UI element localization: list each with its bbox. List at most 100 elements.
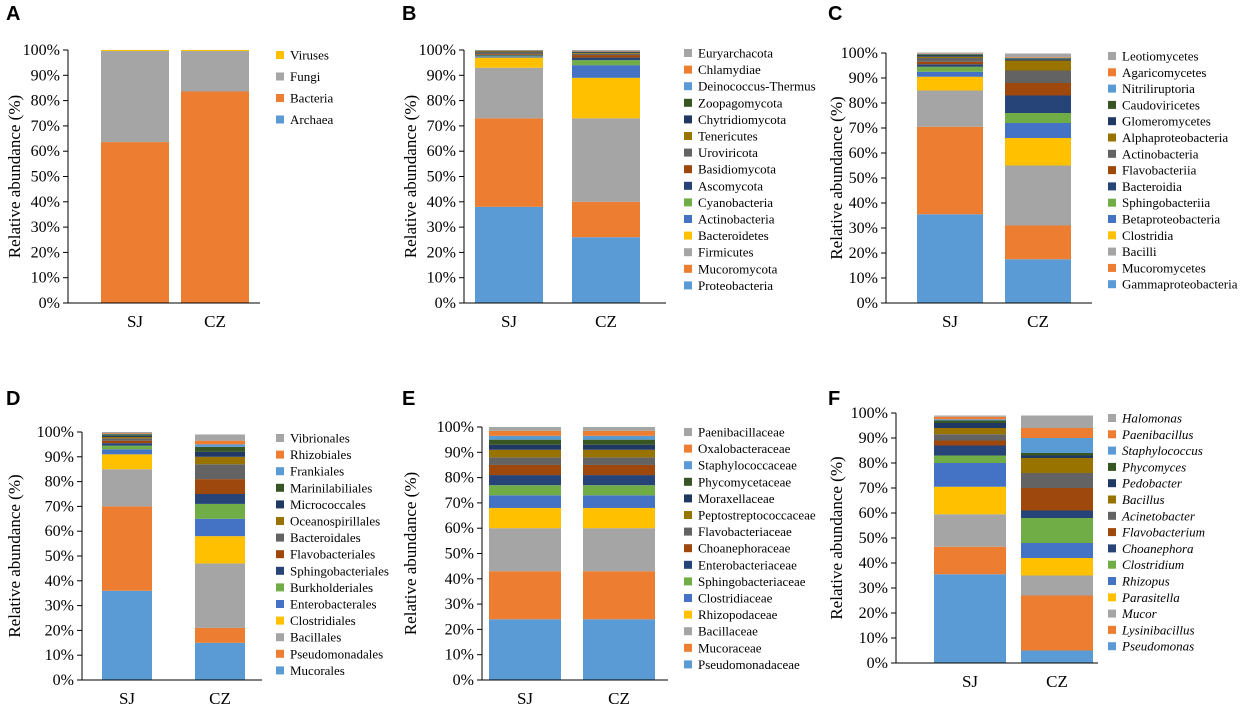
- bar-segment: [934, 486, 1006, 515]
- legend-swatch: [1108, 560, 1116, 569]
- bar-segment: [583, 427, 655, 431]
- bar-segment: [489, 439, 561, 445]
- bar-segment: [1021, 575, 1093, 596]
- panel-letter: A: [6, 3, 20, 25]
- legend-label: Firmicutes: [698, 245, 754, 260]
- legend-swatch: [276, 517, 284, 525]
- bar-segment: [583, 439, 655, 445]
- y-tick-label: 20%: [45, 622, 74, 639]
- panel-letter: B: [402, 3, 416, 25]
- x-tick-label: CZ: [1027, 312, 1049, 331]
- legend-swatch: [1108, 462, 1116, 471]
- legend-label: Rhizopodaceae: [698, 607, 778, 622]
- bar-segment: [475, 57, 543, 68]
- bar-segment: [195, 518, 245, 537]
- legend-swatch: [1108, 182, 1116, 191]
- legend-label: Marinilabiliales: [290, 480, 372, 495]
- legend-label: Glomeromycetes: [1122, 114, 1211, 129]
- bar-segment: [1005, 59, 1071, 61]
- legend-swatch: [684, 461, 692, 470]
- bar-segment: [917, 54, 983, 56]
- legend-label: Fungi: [290, 69, 321, 84]
- bar-segment: [102, 445, 152, 450]
- legend-label: Pseudomonadaceae: [698, 657, 800, 672]
- y-tick-label: 60%: [427, 143, 456, 160]
- bar-segment: [102, 433, 152, 435]
- legend-swatch: [276, 467, 284, 476]
- legend-swatch: [684, 49, 692, 57]
- bar-segment: [489, 571, 561, 620]
- y-tick-label: 40%: [445, 571, 474, 588]
- y-axis-label: Relative abundance (%): [827, 96, 846, 259]
- legend-swatch: [684, 477, 692, 486]
- y-axis-label: Relative abundance (%): [5, 95, 24, 258]
- bar-segment: [489, 457, 561, 465]
- legend-swatch: [1108, 511, 1116, 520]
- legend-label: Oceanospirillales: [290, 514, 380, 529]
- bar-segment: [489, 507, 561, 529]
- y-tick-label: 10%: [849, 270, 878, 287]
- bar-segment: [934, 428, 1006, 435]
- bar-segment: [934, 415, 1006, 417]
- bar-segment: [1005, 58, 1071, 59]
- bar-segment: [1005, 138, 1071, 166]
- y-tick-label: 20%: [31, 244, 60, 261]
- y-tick-label: 100%: [419, 42, 456, 59]
- bar-segment: [1005, 123, 1071, 138]
- legend-swatch: [684, 115, 692, 124]
- bar-segment: [1005, 113, 1071, 123]
- bar-segment: [1021, 518, 1093, 543]
- legend-label: Acinetobacter: [1121, 508, 1196, 523]
- bar-segment: [934, 463, 1006, 487]
- bar-segment: [1005, 57, 1071, 58]
- legend-label: Mucoromycetes: [1122, 260, 1206, 275]
- bar-segment: [195, 642, 245, 680]
- legend-swatch: [684, 181, 692, 190]
- bar-segment: [917, 53, 983, 54]
- bar-segment: [572, 60, 640, 66]
- y-tick-label: 50%: [31, 169, 60, 186]
- bar-segment: [1021, 458, 1093, 473]
- bar-segment: [1005, 58, 1071, 60]
- y-tick-label: 100%: [841, 45, 878, 62]
- y-tick-label: 0%: [453, 672, 474, 689]
- y-tick-label: 40%: [45, 573, 74, 590]
- legend-label: Uroviricota: [698, 145, 758, 160]
- y-tick-label: 40%: [31, 194, 60, 211]
- legend-swatch: [1108, 430, 1116, 439]
- bar-segment: [475, 54, 543, 55]
- legend-label: Sphingobacteriales: [290, 563, 389, 578]
- bar-segment: [583, 444, 655, 450]
- panel-b: B Relative abundance (%) 0% 10% 20% 30% 40% 50%…: [401, 3, 816, 331]
- bar-segment: [583, 507, 655, 529]
- x-tick-label: SJ: [942, 312, 958, 331]
- legend-swatch: [1108, 609, 1116, 618]
- panel-letter: D: [6, 388, 20, 410]
- legend-label: Flavobacterium: [1121, 525, 1205, 540]
- bar-segment: [1021, 453, 1093, 456]
- legend-swatch: [684, 643, 692, 652]
- y-tick-label: 40%: [859, 555, 888, 572]
- legend-label: Flavobacteriales: [290, 547, 375, 562]
- panel-d: D Relative abundance (%) 0% 10% 20% 30% 40% 50%…: [5, 388, 389, 706]
- y-tick-label: 0%: [857, 295, 878, 312]
- bar-segment: [195, 444, 245, 447]
- bar-segment: [572, 55, 640, 58]
- panel-letter: C: [828, 3, 842, 25]
- y-tick-label: 80%: [427, 93, 456, 110]
- legend-swatch: [1108, 247, 1116, 256]
- bar-segment: [917, 214, 983, 303]
- y-tick-label: 40%: [849, 195, 878, 212]
- y-tick-label: 100%: [23, 42, 60, 59]
- bar-segment: [572, 53, 640, 54]
- y-tick-label: 90%: [849, 70, 878, 87]
- legend-swatch: [1108, 414, 1116, 422]
- y-axis-label: Relative abundance (%): [5, 474, 24, 637]
- bar-segment: [572, 118, 640, 202]
- legend-swatch: [276, 566, 284, 575]
- legend-swatch: [1108, 625, 1116, 634]
- legend-swatch: [684, 82, 692, 91]
- y-axis-label: Relative abundance (%): [401, 472, 420, 635]
- legend-label: Paenibacillus: [1121, 427, 1194, 442]
- legend-label: Halomonas: [1121, 411, 1182, 426]
